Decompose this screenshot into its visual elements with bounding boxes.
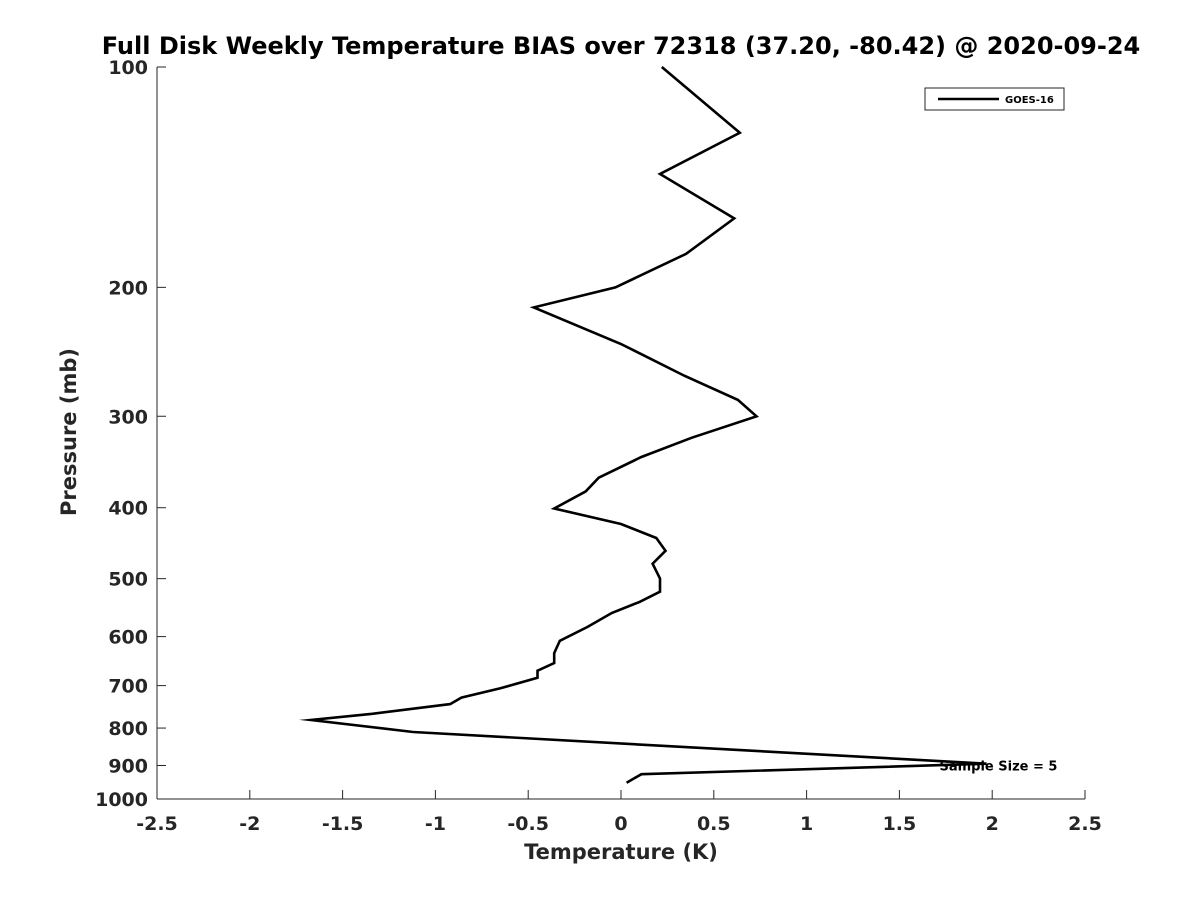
y-tick-label: 500: [108, 569, 148, 591]
series-line-goes-16: [299, 66, 987, 784]
annotation-layer: Sample Size = 5: [939, 760, 1057, 775]
x-tick-label: -1: [425, 813, 446, 835]
y-tick-label: 700: [108, 676, 148, 698]
sample-size-annotation: Sample Size = 5: [939, 760, 1057, 775]
x-tick-label: 0.5: [697, 813, 731, 835]
y-tick-label: 1000: [95, 789, 148, 811]
x-tick-label: -2: [239, 813, 260, 835]
y-tick-label: 300: [108, 406, 148, 428]
x-tick-label: -2.5: [136, 813, 178, 835]
series-layer: [299, 66, 987, 784]
x-tick-label: 2: [986, 813, 999, 835]
legend: GOES-16: [924, 87, 1065, 111]
y-tick-label: 800: [108, 718, 148, 740]
y-tick-label: 400: [108, 498, 148, 520]
x-tick-label: 1.5: [883, 813, 917, 835]
y-axis-label: Pressure (mb): [57, 348, 81, 516]
y-axis-ticks: 100 200 300 400 500 600 700 800 900 1000: [95, 57, 166, 811]
chart-title: Full Disk Weekly Temperature BIAS over 7…: [102, 32, 1141, 60]
legend-series-label: GOES-16: [1005, 95, 1054, 106]
y-tick-label: 200: [108, 277, 148, 299]
x-tick-label: -1.5: [322, 813, 364, 835]
x-tick-label: 1: [800, 813, 813, 835]
x-tick-label: -0.5: [507, 813, 549, 835]
y-tick-label: 100: [108, 57, 148, 79]
y-tick-label: 900: [108, 756, 148, 778]
x-tick-label: 0: [614, 813, 627, 835]
x-tick-label: 2.5: [1068, 813, 1102, 835]
y-tick-label: 600: [108, 627, 148, 649]
x-axis-ticks: -2.5 -2 -1.5 -1 -0.5 0 0.5 1 1.5 2 2.5: [136, 790, 1102, 835]
x-axis-label: Temperature (K): [524, 840, 718, 864]
